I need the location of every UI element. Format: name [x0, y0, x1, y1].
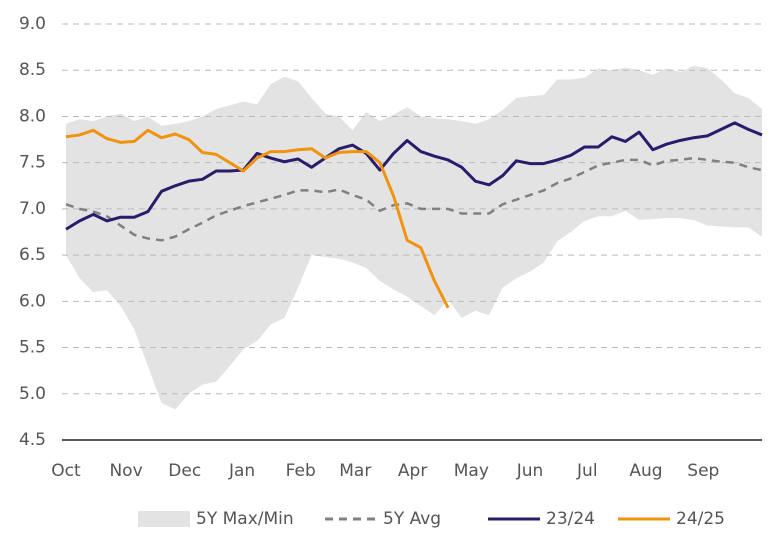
x-tick-label: Apr: [398, 461, 427, 481]
legend-label: 5Y Avg: [383, 509, 441, 529]
x-tick-label: Dec: [168, 461, 201, 481]
x-tick-label: May: [454, 461, 489, 481]
x-tick-label: Sep: [687, 461, 719, 481]
series-line: [65, 128, 450, 309]
y-tick-label: 4.5: [19, 430, 46, 450]
x-tick-label: Jan: [228, 461, 255, 481]
x-tick-label: Jul: [576, 461, 598, 481]
series-line: [65, 156, 763, 242]
range-band: [66, 65, 762, 410]
y-tick-label: 8.5: [19, 60, 46, 80]
x-tick-label: Aug: [629, 461, 662, 481]
y-tick-label: 6.5: [19, 245, 46, 265]
y-tick-label: 5.5: [19, 338, 46, 358]
legend-label: 5Y Max/Min: [196, 509, 294, 529]
legend-label: 24/25: [676, 509, 725, 529]
x-tick-label: Jun: [516, 461, 544, 481]
y-tick-label: 8.0: [19, 106, 46, 126]
y-tick-label: 7.0: [19, 199, 46, 219]
legend-label: 23/24: [546, 509, 595, 529]
legend-swatch: [138, 511, 190, 527]
x-tick-label: Mar: [339, 461, 371, 481]
x-tick-label: Feb: [286, 461, 316, 481]
x-tick-label: Nov: [109, 461, 142, 481]
y-tick-label: 5.0: [19, 384, 46, 404]
series-line: [65, 121, 763, 231]
x-tick-label: Oct: [51, 461, 81, 481]
y-tick-label: 7.5: [19, 153, 46, 173]
y-tick-label: 6.0: [19, 291, 46, 311]
y-tick-label: 9.0: [19, 14, 46, 34]
